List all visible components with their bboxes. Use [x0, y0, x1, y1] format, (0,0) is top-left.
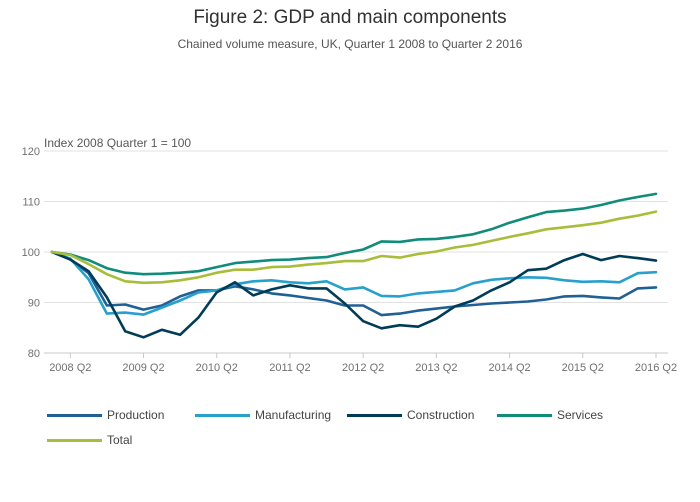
- legend-label: Manufacturing: [255, 408, 332, 422]
- chart-subtitle: Chained volume measure, UK, Quarter 1 20…: [177, 37, 523, 51]
- y-axis-title: Index 2008 Quarter 1 = 100: [44, 136, 192, 150]
- legend-label: Services: [557, 408, 604, 422]
- legend-swatch: [347, 413, 402, 417]
- legend-item-manufacturing: Manufacturing: [195, 408, 331, 422]
- x-tick-label: 2009 Q2: [122, 362, 164, 374]
- series-line-construction: [50, 250, 658, 339]
- series-line-manufacturing: [50, 250, 658, 316]
- legend-label: Production: [107, 408, 165, 422]
- series-line-services: [50, 192, 658, 276]
- legend-label: Total: [107, 433, 133, 447]
- y-tick-label: 80: [28, 348, 40, 360]
- legend-item-total: Total: [47, 433, 132, 447]
- x-tick-label: 2008 Q2: [49, 362, 91, 374]
- x-tick-label: 2014 Q2: [488, 362, 530, 374]
- x-tick-label: 2010 Q2: [196, 362, 238, 374]
- legend-swatch: [47, 438, 102, 442]
- x-tick-label: 2016 Q2: [635, 362, 677, 374]
- chart-title: Figure 2: GDP and main components: [193, 7, 507, 28]
- x-tick-label: 2015 Q2: [562, 362, 604, 374]
- legend-swatch: [47, 413, 102, 417]
- x-tick-label: 2012 Q2: [342, 362, 384, 374]
- x-tick-label: 2013 Q2: [415, 362, 457, 374]
- legend-swatch: [497, 413, 552, 417]
- legend-label: Construction: [407, 408, 475, 422]
- y-tick-label: 110: [22, 197, 40, 209]
- legend-item-services: Services: [497, 408, 603, 422]
- legend-item-construction: Construction: [347, 408, 474, 422]
- y-tick-label: 120: [22, 146, 40, 158]
- y-tick-label: 90: [28, 298, 40, 310]
- x-tick-label: 2011 Q2: [269, 362, 310, 374]
- legend-swatch: [195, 413, 250, 417]
- legend-item-production: Production: [47, 408, 164, 422]
- series-line-production: [50, 250, 658, 317]
- series-line-total: [50, 210, 658, 285]
- y-tick-label: 100: [22, 247, 40, 259]
